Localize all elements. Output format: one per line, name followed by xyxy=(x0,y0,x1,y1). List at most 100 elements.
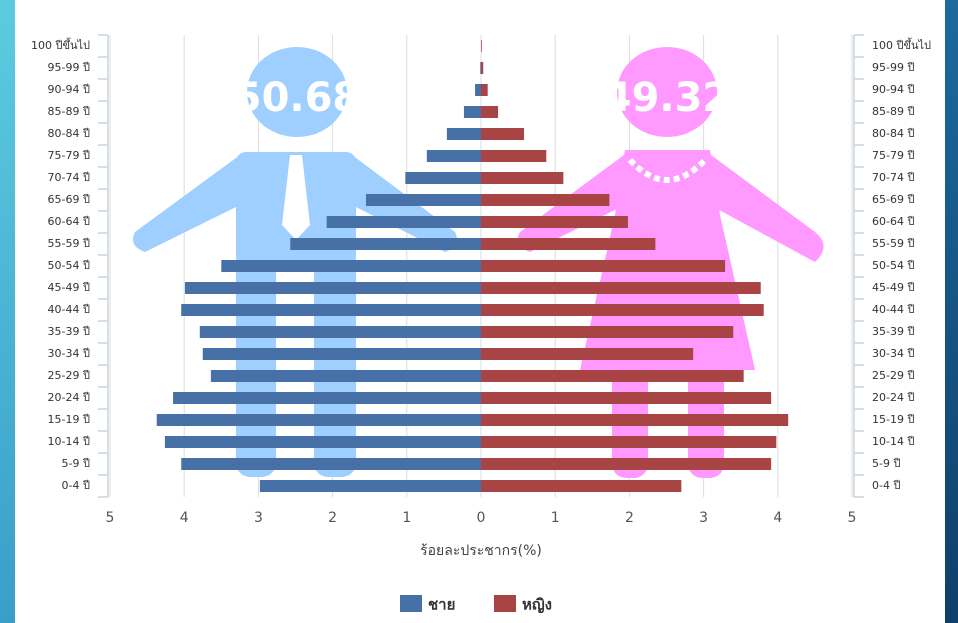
y-tick-label: 90-94 ปี xyxy=(872,83,914,96)
y-tick-label: 55-59 ปี xyxy=(48,237,90,250)
bar xyxy=(181,304,481,316)
y-tick-label: 0-4 ปี xyxy=(62,479,90,492)
y-tick-label: 100 ปีขึ้นไป xyxy=(872,37,931,52)
bar xyxy=(480,62,481,74)
y-tick-label: 35-39 ปี xyxy=(48,325,90,338)
y-tick-label: 50-54 ปี xyxy=(48,259,90,272)
y-tick-label: 100 ปีขึ้นไป xyxy=(31,37,90,52)
bar xyxy=(290,238,481,250)
bar xyxy=(481,128,524,140)
bar xyxy=(200,326,481,338)
y-tick-label: 5-9 ปี xyxy=(872,457,900,470)
bar xyxy=(481,238,655,250)
y-tick-label: 65-69 ปี xyxy=(872,193,914,206)
bar xyxy=(481,304,764,316)
y-tick-label: 60-64 ปี xyxy=(48,215,90,228)
bar xyxy=(157,414,481,426)
y-tick-label: 40-44 ปี xyxy=(48,303,90,316)
y-tick-label: 45-49 ปี xyxy=(48,281,90,294)
x-tick-label: 5 xyxy=(848,510,857,526)
y-tick-label: 50-54 ปี xyxy=(872,259,914,272)
y-tick-label: 10-14 ปี xyxy=(48,435,90,448)
x-tick-label: 1 xyxy=(551,510,560,526)
x-tick-label: 1 xyxy=(402,510,411,526)
bar xyxy=(475,84,481,96)
bar xyxy=(481,348,693,360)
bar xyxy=(481,370,744,382)
female-share: 49.32 xyxy=(604,75,731,121)
y-tick-label: 75-79 ปี xyxy=(48,149,90,162)
y-tick-label: 40-44 ปี xyxy=(872,303,914,316)
y-tick-label: 85-89 ปี xyxy=(48,105,90,118)
legend-label: หญิง xyxy=(522,596,552,614)
legend-swatch xyxy=(494,595,516,612)
legend-swatch xyxy=(400,595,422,612)
page: 50.68 49.32 ร้อยละประชากร(%) 54321012345… xyxy=(0,0,958,623)
bar xyxy=(481,282,761,294)
bar xyxy=(481,150,546,162)
bar xyxy=(221,260,481,272)
y-tick-label: 95-99 ปี xyxy=(48,61,90,74)
y-tick-label: 95-99 ปี xyxy=(872,61,914,74)
chart: 50.68 49.32 ร้อยละประชากร(%) 54321012345… xyxy=(0,0,958,623)
y-tick-label: 25-29 ปี xyxy=(872,369,914,382)
bar xyxy=(481,326,733,338)
y-tick-label: 30-34 ปี xyxy=(872,347,914,360)
bar xyxy=(481,106,498,118)
bar xyxy=(481,392,771,404)
bar xyxy=(481,480,681,492)
bar xyxy=(181,458,481,470)
legend-label: ชาย xyxy=(428,596,455,614)
y-tick-label: 25-29 ปี xyxy=(48,369,90,382)
bar xyxy=(427,150,481,162)
y-tick-label: 70-74 ปี xyxy=(48,171,90,184)
y-tick-label: 15-19 ปี xyxy=(48,413,90,426)
y-tick-label: 75-79 ปี xyxy=(872,149,914,162)
y-tick-label: 10-14 ปี xyxy=(872,435,914,448)
bar xyxy=(260,480,481,492)
x-axis-title: ร้อยละประชากร(%) xyxy=(420,543,542,559)
y-tick-label: 20-24 ปี xyxy=(872,391,914,404)
y-tick-label: 85-89 ปี xyxy=(872,105,914,118)
bar xyxy=(211,370,481,382)
x-tick-label: 2 xyxy=(625,510,634,526)
bar xyxy=(481,414,788,426)
y-tick-label: 0-4 ปี xyxy=(872,479,900,492)
male-share: 50.68 xyxy=(234,75,361,121)
y-tick-label: 35-39 ปี xyxy=(872,325,914,338)
bar xyxy=(464,106,481,118)
bar xyxy=(481,62,483,74)
bar xyxy=(481,194,609,206)
x-tick-label: 2 xyxy=(328,510,337,526)
x-tick-label: 3 xyxy=(254,510,263,526)
bar xyxy=(481,458,771,470)
x-tick-label: 4 xyxy=(773,510,782,526)
right-edge xyxy=(945,0,958,623)
x-tick-label: 3 xyxy=(699,510,708,526)
bar xyxy=(173,392,481,404)
bar xyxy=(481,436,776,448)
y-tick-label: 45-49 ปี xyxy=(872,281,914,294)
bar xyxy=(405,172,481,184)
y-tick-label: 70-74 ปี xyxy=(872,171,914,184)
y-tick-label: 60-64 ปี xyxy=(872,215,914,228)
bar xyxy=(481,84,488,96)
bar xyxy=(481,216,628,228)
y-tick-label: 55-59 ปี xyxy=(872,237,914,250)
bar xyxy=(481,172,563,184)
y-tick-label: 80-84 ปี xyxy=(872,127,914,140)
y-tick-label: 80-84 ปี xyxy=(48,127,90,140)
bar xyxy=(481,260,725,272)
x-tick-label: 0 xyxy=(477,510,486,526)
bar xyxy=(481,40,482,52)
bar xyxy=(185,282,481,294)
x-tick-label: 4 xyxy=(180,510,189,526)
x-tick-label: 5 xyxy=(106,510,115,526)
bar xyxy=(203,348,481,360)
y-tick-label: 30-34 ปี xyxy=(48,347,90,360)
bar xyxy=(165,436,481,448)
left-edge xyxy=(0,0,15,623)
y-tick-label: 15-19 ปี xyxy=(872,413,914,426)
bar xyxy=(447,128,481,140)
bar xyxy=(366,194,481,206)
